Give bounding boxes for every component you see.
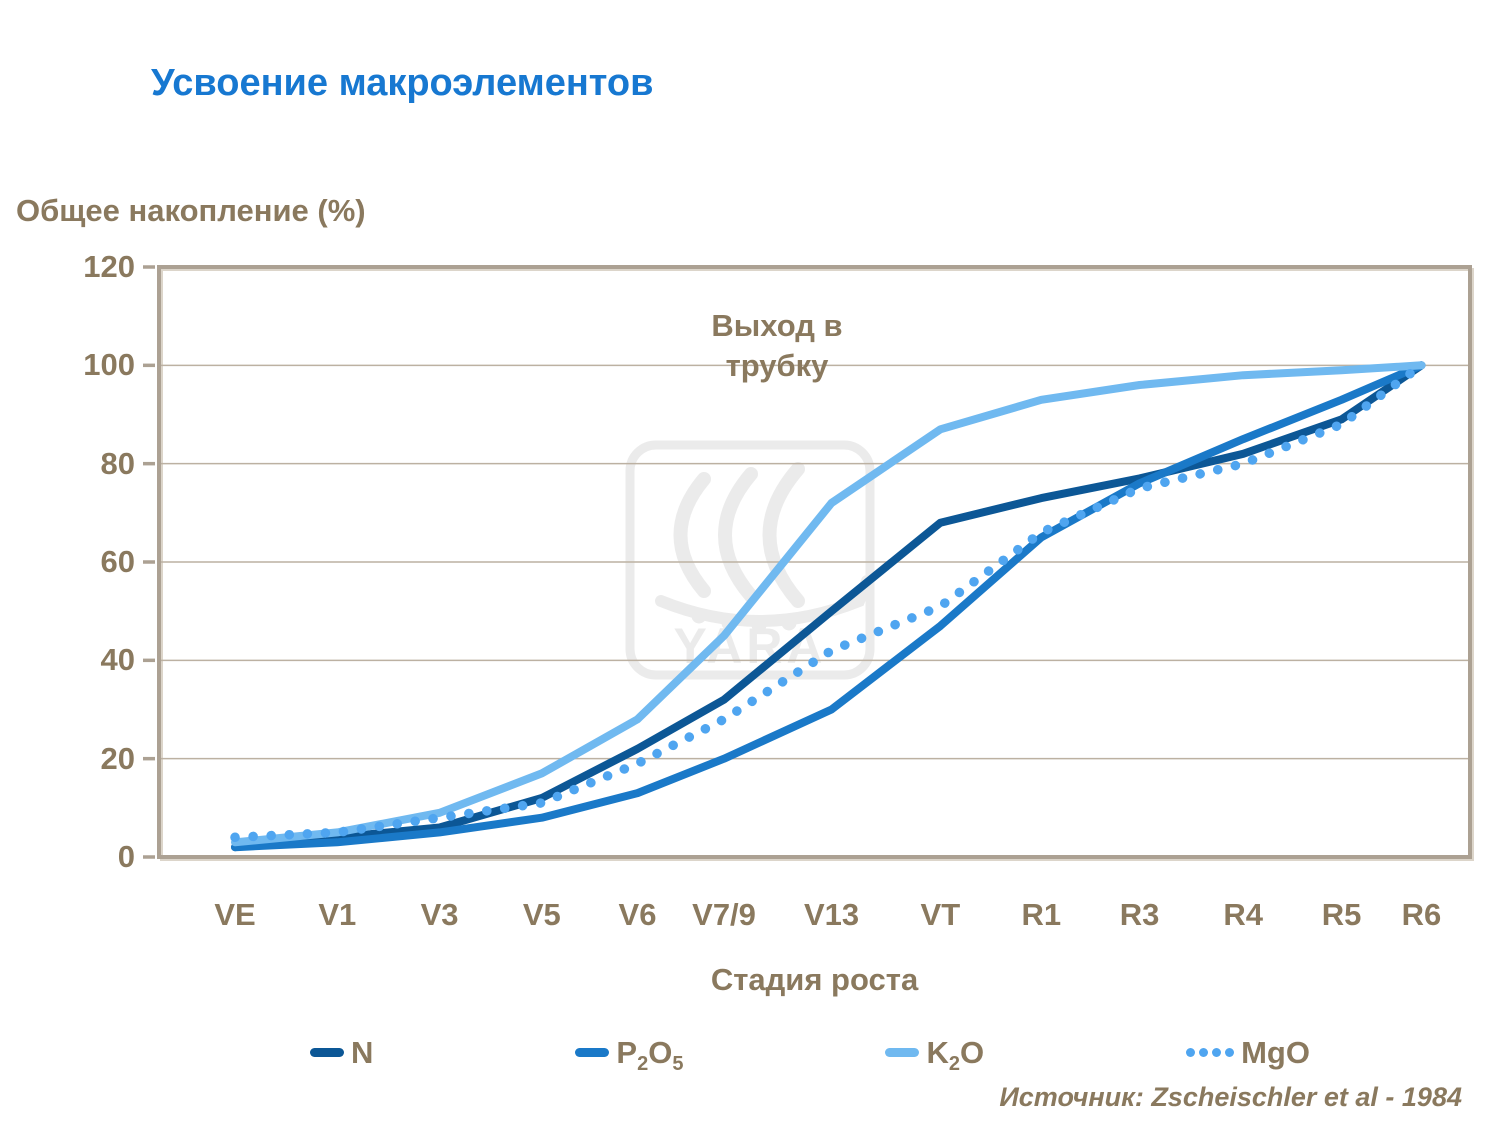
series-line-MgO xyxy=(230,360,1427,843)
chart-plot-svg: YARA xyxy=(143,265,1474,861)
x-tick-label: V1 xyxy=(318,897,357,932)
watermark-sail-icon xyxy=(762,462,805,608)
x-tick-label: V3 xyxy=(420,897,459,932)
watermark-sail-icon xyxy=(718,467,758,603)
legend-label-subscript: 2 xyxy=(948,1052,960,1075)
legend-item-N: N xyxy=(310,1037,373,1068)
x-tick-label: R6 xyxy=(1401,897,1442,932)
legend-label-text: MgO xyxy=(1241,1034,1310,1070)
legend-line-swatch-icon xyxy=(885,1047,920,1057)
y-axis-tick-labels: 0 20 40 60 80 100 120 xyxy=(30,249,135,874)
legend-dot-icon xyxy=(1225,1047,1235,1057)
legend-line-swatch-icon xyxy=(310,1047,344,1057)
chart-annotation: Выход в трубку xyxy=(711,308,843,383)
axis-shadow xyxy=(160,268,1474,861)
x-tick-label: R5 xyxy=(1321,897,1362,932)
x-tick-label: R4 xyxy=(1223,897,1263,932)
legend-label-subscript: 5 xyxy=(672,1052,684,1075)
legend-item-P2O5: P2O5 xyxy=(575,1034,683,1074)
x-tick-label: V5 xyxy=(522,897,561,932)
x-axis-tick-labels: VE V1 V3 V5 V6 V7/9 V13 VT R1 R3 R4 R5 R6 xyxy=(159,897,1470,939)
watermark-logo: YARA xyxy=(625,440,875,680)
y-tick-label: 120 xyxy=(83,249,135,284)
x-tick-label: R3 xyxy=(1119,897,1160,932)
x-tick-label: V6 xyxy=(618,897,657,932)
watermark-shield-icon xyxy=(751,617,767,633)
y-tick-label: 0 xyxy=(117,839,135,874)
y-tick-label: 80 xyxy=(100,445,135,481)
legend-label-text: O xyxy=(648,1034,673,1070)
x-tick-label: R1 xyxy=(1021,897,1062,932)
plot-border xyxy=(157,265,1472,859)
x-tick-label: V7/9 xyxy=(692,897,756,932)
legend-dotted-swatch-icon xyxy=(1186,1047,1235,1057)
legend-dot-icon xyxy=(1186,1047,1196,1057)
legend-label-K2O: K2O xyxy=(926,1034,985,1074)
x-tick-label: V13 xyxy=(803,897,860,932)
legend-item-MgO: MgO xyxy=(1186,1037,1310,1068)
series-line-N xyxy=(231,361,1426,852)
y-tick-label: 100 xyxy=(83,347,135,383)
slide-title: Усвоение макроэлементов xyxy=(151,62,654,104)
legend-dot-icon xyxy=(1199,1047,1209,1057)
x-tick-label: VT xyxy=(920,897,961,932)
y-axis-title: Общее накопление (%) xyxy=(16,193,366,228)
y-tick-label: 60 xyxy=(100,544,135,579)
x-axis-title: Стадия роста xyxy=(710,962,919,997)
x-tick-label: VE xyxy=(214,897,256,932)
watermark-hull-icon xyxy=(655,575,873,627)
legend-label-text: P xyxy=(616,1034,638,1070)
source-citation: Источник: Zscheischler et al - 1984 xyxy=(999,1082,1462,1112)
y-tick-label: 40 xyxy=(100,642,135,678)
legend-label-text: K xyxy=(926,1034,949,1070)
chart-legend: N P2O5 K2O MgO xyxy=(310,1028,1310,1076)
legend-label-text: O xyxy=(959,1034,985,1070)
legend-label-subscript: 2 xyxy=(637,1052,649,1075)
legend-line-swatch-icon xyxy=(575,1047,610,1057)
legend-item-K2O: K2O xyxy=(885,1034,985,1074)
y-tick-label: 20 xyxy=(100,740,135,776)
legend-dot-icon xyxy=(1212,1047,1222,1057)
legend-label-MgO: MgO xyxy=(1241,1037,1310,1068)
legend-label-P2O5: P2O5 xyxy=(616,1034,683,1074)
watermark-sail-icon xyxy=(673,472,711,598)
watermark-shield-icon xyxy=(691,608,707,624)
watermark-shield-icon xyxy=(781,615,797,631)
series-line-K2O xyxy=(231,361,1426,847)
legend-label-text: N xyxy=(351,1034,374,1070)
legend-label-N: N xyxy=(351,1037,373,1068)
series-line-P2O5 xyxy=(231,361,1426,852)
